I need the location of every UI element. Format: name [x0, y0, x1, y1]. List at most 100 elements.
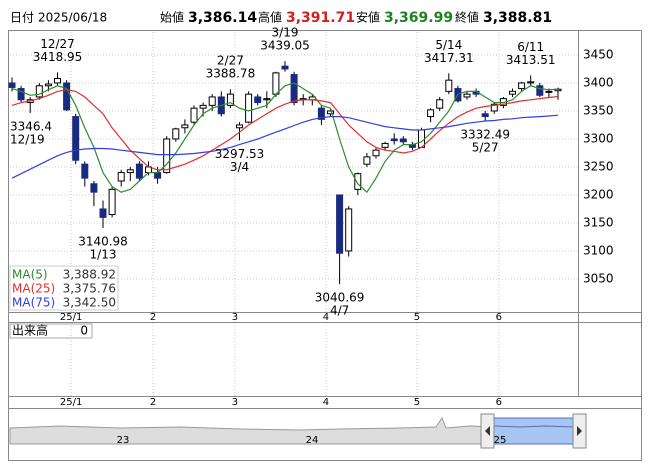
candle-body [527, 81, 535, 84]
handle-arrow [577, 426, 582, 436]
legend-box [9, 265, 119, 311]
volume-label: 出来高 [12, 323, 48, 338]
candle-body [399, 138, 407, 143]
candle-body [8, 82, 16, 88]
x-tick-label: 3 [232, 397, 238, 408]
annotation-value: 3346.4 [10, 119, 52, 133]
annotation-value: 3140.98 [78, 235, 128, 249]
candle-body [126, 169, 134, 174]
candle-body [290, 74, 298, 104]
annotation-date: 6/11 [517, 40, 544, 54]
candle-body [317, 107, 325, 120]
candle-body [17, 88, 25, 101]
annotation-date: 3/4 [230, 160, 249, 174]
annotation-value: 3439.05 [260, 39, 310, 53]
candle-body [545, 90, 553, 93]
candle-body [281, 65, 289, 70]
candle-body [236, 124, 243, 129]
x-tick-label: 5 [414, 397, 420, 408]
annotation-date: 3/19 [272, 26, 299, 40]
low: 3,369.99 [384, 10, 453, 26]
annotation-value: 3418.95 [33, 50, 83, 64]
candle-body [181, 124, 189, 129]
annotation-value: 3332.49 [460, 127, 510, 141]
y-tick-label: 3300 [583, 131, 614, 145]
candle-body [354, 173, 362, 190]
annotation-date: 5/27 [472, 140, 499, 154]
candle-body [263, 98, 271, 101]
y-tick-label: 3050 [583, 271, 614, 285]
x-tick-label: 4 [323, 312, 329, 323]
candle-body [54, 77, 61, 84]
x-tick-label: 25/1 [60, 397, 82, 408]
legend-name: MA(5) [12, 268, 48, 282]
candle-body [135, 163, 143, 179]
candle-body [44, 83, 52, 87]
legend-name: MA(75) [12, 296, 55, 310]
candle-body [345, 208, 353, 252]
ma-line [11, 82, 559, 194]
annotation-date: 1/13 [90, 248, 117, 262]
candle-body [490, 103, 498, 112]
annotation-date: 12/19 [10, 132, 45, 146]
navigator-line [493, 425, 575, 428]
volume-legend [9, 323, 93, 339]
x-tick-label: 6 [496, 312, 502, 323]
candle-body [272, 72, 280, 95]
legend-value: 3,342.50 [63, 296, 116, 310]
candle-body [35, 85, 43, 98]
candle-body [536, 85, 544, 96]
close-label: 終値 [455, 10, 479, 25]
annotation-value: 3417.31 [424, 51, 474, 65]
candle-body [108, 188, 116, 216]
low-label: 安値 [356, 10, 380, 25]
annotation-date: 4/7 [330, 304, 349, 318]
high-label: 高値 [258, 10, 282, 25]
candle-body [199, 104, 207, 109]
candle-body [390, 138, 398, 142]
annotation-value: 3413.51 [506, 53, 556, 67]
candle-body [427, 109, 435, 118]
navigator-label: 23 [117, 435, 130, 446]
y-tick-label: 3200 [583, 187, 614, 201]
candle-body [81, 163, 89, 179]
candle-body [117, 172, 125, 182]
candle-body [72, 116, 80, 161]
candle-body [327, 110, 334, 115]
candle-body [336, 194, 344, 254]
candle-body [372, 149, 380, 157]
candle-body [245, 93, 253, 123]
close: 3,388.81 [483, 10, 552, 26]
candle-body [518, 82, 526, 90]
ma-line [11, 114, 559, 179]
y-tick-label: 3400 [583, 75, 614, 89]
date-label: 日付 [10, 11, 34, 25]
y-tick-label: 3350 [583, 103, 614, 117]
y-tick-label: 3450 [583, 47, 614, 61]
date: 2025/06/18 [38, 11, 107, 25]
x-tick-label: 25/1 [60, 312, 82, 323]
annotation-date: 2/27 [217, 54, 244, 68]
candle-body [381, 142, 389, 148]
y-tick-label: 3150 [583, 215, 614, 229]
annotation-date: 5/14 [435, 38, 462, 52]
candle-body [163, 138, 171, 174]
candle-body [208, 96, 216, 106]
candle-body [154, 172, 162, 179]
handle-arrow [485, 426, 490, 436]
frame [8, 30, 642, 461]
candle-body [363, 156, 371, 165]
x-tick-label: 3 [232, 312, 238, 323]
navigator-label: 24 [306, 435, 319, 446]
x-tick-label: 5 [414, 312, 420, 323]
annotation-value: 3297.53 [215, 147, 265, 161]
volume-value: 0 [80, 324, 88, 338]
legend-name: MA(25) [12, 282, 55, 296]
candle-body [172, 128, 180, 140]
ma-line [11, 89, 559, 171]
y-tick-label: 3100 [583, 243, 614, 257]
candle-body [481, 113, 489, 118]
candle-body [463, 93, 471, 98]
candle-body [90, 183, 98, 193]
